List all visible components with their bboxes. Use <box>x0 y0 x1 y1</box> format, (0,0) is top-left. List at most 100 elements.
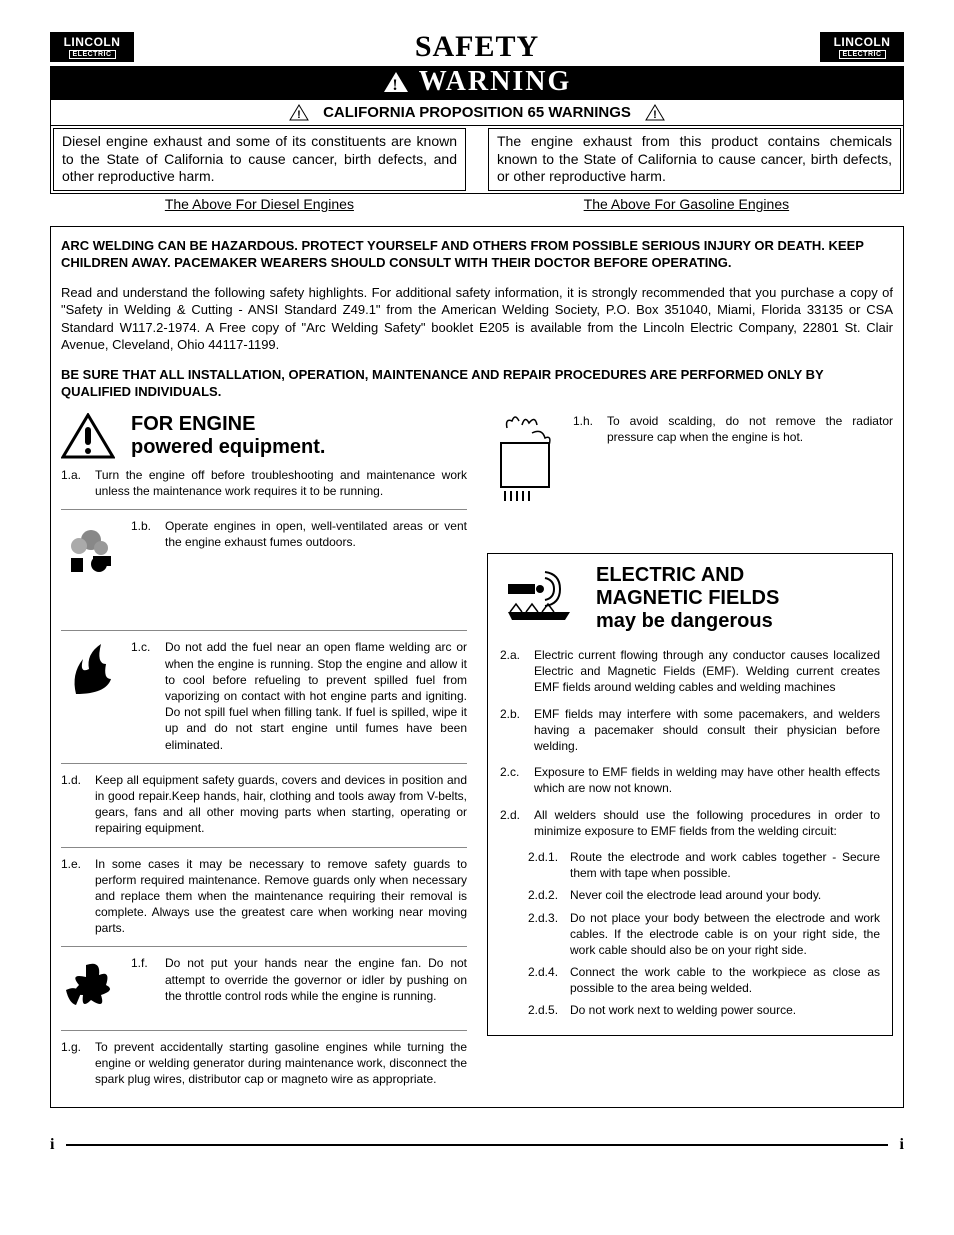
warning-banner: ! WARNING <box>50 66 904 100</box>
prop65-boxes: Diesel engine exhaust and some of its co… <box>50 126 904 194</box>
footer-rule <box>66 1144 887 1146</box>
item-text: Exposure to EMF fields in welding may ha… <box>534 764 880 796</box>
item-2d5: 2.d.5. Do not work next to welding power… <box>528 1002 880 1018</box>
item-text: To avoid scalding, do not remove the rad… <box>607 413 893 445</box>
brand-sub: ELECTRIC <box>839 50 886 59</box>
item-num: 1.a. <box>61 467 89 499</box>
brand-logo-left: LINCOLN ELECTRIC <box>50 32 134 62</box>
item-num: 2.c. <box>500 764 528 796</box>
diesel-warning-box: Diesel engine exhaust and some of its co… <box>53 128 466 191</box>
exhaust-icon <box>61 518 121 582</box>
intro-paragraph: Read and understand the following safety… <box>61 284 893 354</box>
item-2d4: 2.d.4. Connect the work cable to the wor… <box>528 964 880 996</box>
brand-logo-right: LINCOLN ELECTRIC <box>820 32 904 62</box>
warning-label: WARNING <box>419 66 571 98</box>
item-text: To prevent accidentally starting gasolin… <box>95 1039 467 1088</box>
page-number-right: i <box>900 1136 904 1154</box>
item-2d3: 2.d.3. Do not place your body between th… <box>528 910 880 959</box>
warning-triangle-icon <box>61 413 115 459</box>
item-num: 1.g. <box>61 1039 89 1088</box>
divider <box>61 847 467 848</box>
item-num: 2.d.3. <box>528 910 564 959</box>
brand-sub: ELECTRIC <box>69 50 116 59</box>
flame-icon <box>61 639 121 703</box>
item-num: 2.d.5. <box>528 1002 564 1018</box>
right-column: 1.h. To avoid scalding, do not remove th… <box>487 413 893 1097</box>
emf-panel: ELECTRIC AND MAGNETIC FIELDS may be dang… <box>487 553 893 1036</box>
item-num: 2.d. <box>500 807 528 839</box>
engine-heading-row: FOR ENGINE powered equipment. <box>61 413 467 459</box>
svg-text:!: ! <box>297 109 301 121</box>
item-num: 1.c. <box>131 639 159 752</box>
svg-text:!: ! <box>392 77 399 93</box>
brand-name: LINCOLN <box>64 35 121 49</box>
item-num: 2.a. <box>500 647 528 696</box>
emf-icon <box>500 564 576 632</box>
emf-heading-l2: MAGNETIC FIELDS <box>596 587 779 610</box>
emf-heading-row: ELECTRIC AND MAGNETIC FIELDS may be dang… <box>500 564 880 633</box>
item-text: Route the electrode and work cables toge… <box>570 849 880 881</box>
item-2a: 2.a. Electric current flowing through an… <box>500 647 880 696</box>
warning-triangle-icon: ! <box>383 71 409 93</box>
divider <box>61 946 467 947</box>
item-num: 2.b. <box>500 706 528 755</box>
divider <box>61 630 467 631</box>
item-text: Connect the work cable to the workpiece … <box>570 964 880 996</box>
item-text: Operate engines in open, well-ventilated… <box>165 518 467 550</box>
engine-heading-l2: powered equipment. <box>131 436 325 459</box>
item-text: Do not place your body between the elect… <box>570 910 880 959</box>
item-1a: 1.a. Turn the engine off before troubles… <box>61 467 467 499</box>
item-num: 1.e. <box>61 856 89 937</box>
item-text: Do not work next to welding power source… <box>570 1002 796 1018</box>
brand-name: LINCOLN <box>834 35 891 49</box>
radiator-icon <box>487 413 563 507</box>
item-text: Keep all equipment safety guards, covers… <box>95 772 467 837</box>
content-columns: FOR ENGINE powered equipment. 1.a. Turn … <box>61 413 893 1097</box>
item-text: In some cases it may be necessary to rem… <box>95 856 467 937</box>
hazard-statement: ARC WELDING CAN BE HAZARDOUS. PROTECT YO… <box>61 237 893 272</box>
prop65-heading-row: ! CALIFORNIA PROPOSITION 65 WARNINGS ! <box>50 100 904 126</box>
item-2d1: 2.d.1. Route the electrode and work cabl… <box>528 849 880 881</box>
page-header: LINCOLN ELECTRIC SAFETY LINCOLN ELECTRIC <box>50 30 904 64</box>
item-num: 2.d.1. <box>528 849 564 881</box>
item-num: 2.d.4. <box>528 964 564 996</box>
item-text: Never coil the electrode lead around you… <box>570 887 821 903</box>
item-2d2: 2.d.2. Never coil the electrode lead aro… <box>528 887 880 903</box>
item-text: Do not add the fuel near an open flame w… <box>165 639 467 752</box>
item-text: Do not put your hands near the engine fa… <box>165 955 467 1004</box>
item-num: 1.b. <box>131 518 159 550</box>
fan-hand-icon <box>61 955 121 1019</box>
item-text: Electric current flowing through any con… <box>534 647 880 696</box>
emf-heading: ELECTRIC AND MAGNETIC FIELDS may be dang… <box>596 564 779 633</box>
page-footer: i i <box>50 1136 904 1154</box>
page-number-left: i <box>50 1136 54 1154</box>
warning-triangle-icon: ! <box>645 104 665 121</box>
engine-heading-l1: FOR ENGINE <box>131 413 325 436</box>
item-num: 1.f. <box>131 955 159 1004</box>
main-safety-panel: ARC WELDING CAN BE HAZARDOUS. PROTECT YO… <box>50 226 904 1109</box>
item-text: EMF fields may interfere with some pacem… <box>534 706 880 755</box>
warning-triangle-icon: ! <box>289 104 309 121</box>
left-column: FOR ENGINE powered equipment. 1.a. Turn … <box>61 413 467 1097</box>
item-1d: 1.d. Keep all equipment safety guards, c… <box>61 772 467 837</box>
emf-heading-l1: ELECTRIC AND <box>596 564 779 587</box>
item-text: Turn the engine off before troubleshooti… <box>95 467 467 499</box>
page-title: SAFETY <box>134 30 820 64</box>
item-1b: 1.b. Operate engines in open, well-venti… <box>61 518 467 582</box>
divider <box>61 509 467 510</box>
item-num: 1.d. <box>61 772 89 837</box>
item-1e: 1.e. In some cases it may be necessary t… <box>61 856 467 937</box>
prop65-heading: CALIFORNIA PROPOSITION 65 WARNINGS <box>323 104 631 121</box>
item-2b: 2.b. EMF fields may interfere with some … <box>500 706 880 755</box>
item-text: All welders should use the following pro… <box>534 807 880 839</box>
item-2c: 2.c. Exposure to EMF fields in welding m… <box>500 764 880 796</box>
emf-heading-l3: may be dangerous <box>596 610 779 633</box>
item-2d: 2.d. All welders should use the followin… <box>500 807 880 839</box>
item-num: 1.h. <box>573 413 601 445</box>
item-1g: 1.g. To prevent accidentally starting ga… <box>61 1039 467 1088</box>
qualified-statement: BE SURE THAT ALL INSTALLATION, OPERATION… <box>61 366 893 401</box>
item-1f: 1.f. Do not put your hands near the engi… <box>61 955 467 1019</box>
svg-text:!: ! <box>653 109 657 121</box>
gasoline-caption: The Above For Gasoline Engines <box>584 196 789 212</box>
engine-heading: FOR ENGINE powered equipment. <box>131 413 325 459</box>
